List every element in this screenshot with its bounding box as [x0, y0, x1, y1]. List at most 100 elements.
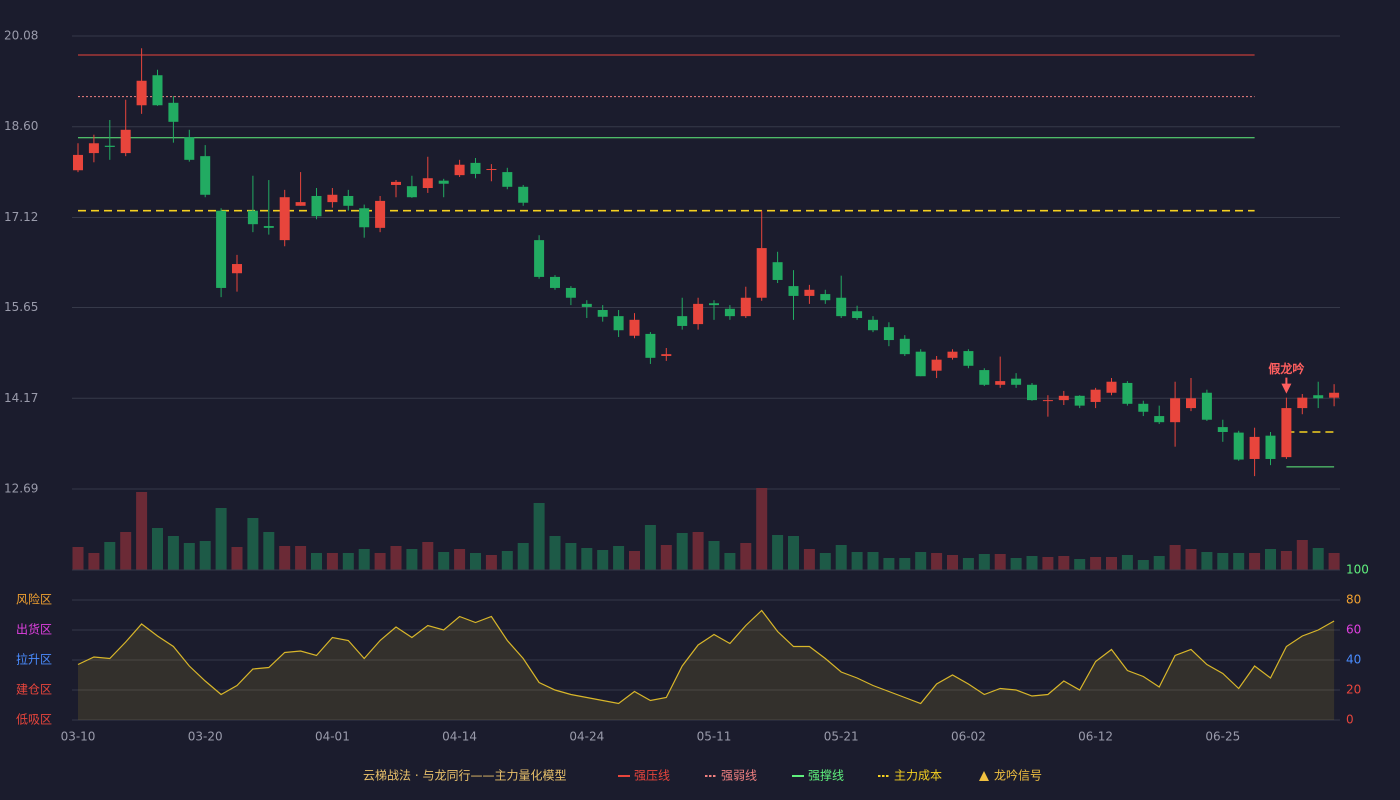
candle-body: [311, 195, 322, 217]
candle-body: [597, 310, 608, 317]
legend-label: 强压线: [634, 769, 670, 783]
candle-body: [740, 297, 751, 317]
volume-bar: [1074, 559, 1086, 570]
candle-body: [629, 319, 640, 336]
candle-body: [104, 145, 115, 147]
x-tick-label: 03-20: [188, 730, 223, 744]
candle-body: [979, 370, 990, 385]
candle-body: [232, 264, 242, 274]
volume-bar: [899, 558, 911, 570]
candle-body: [1090, 389, 1101, 402]
volume-bar: [724, 553, 736, 570]
candle-body: [931, 359, 942, 371]
candle-body: [216, 210, 227, 288]
volume-bar: [247, 518, 259, 570]
x-tick-label: 04-14: [442, 730, 477, 744]
volume-bar: [1153, 556, 1165, 570]
volume-bar: [962, 558, 974, 570]
candle-body: [820, 294, 831, 301]
candle-body: [120, 129, 131, 154]
volume-bar: [1280, 551, 1292, 570]
x-tick-label: 06-25: [1205, 730, 1240, 744]
volume-bar: [167, 536, 179, 570]
y-tick-label: 12.69: [4, 482, 38, 496]
y-tick-label: 17.12: [4, 210, 38, 224]
y-tick-label: 15.65: [4, 300, 38, 314]
volume-bar: [994, 554, 1006, 570]
candle-body: [1138, 403, 1149, 412]
volume-bar: [422, 542, 434, 570]
candle-body: [1249, 436, 1260, 459]
volume-bar: [1233, 553, 1245, 570]
candle-body: [963, 351, 974, 366]
legend-label: 龙吟信号: [994, 768, 1042, 783]
volume-bar: [438, 552, 450, 570]
volume-bar: [311, 553, 322, 570]
legend-label: 强弱线: [721, 769, 757, 783]
candle-body: [852, 311, 863, 318]
volume-bar: [1328, 553, 1340, 570]
candle-body: [868, 319, 878, 331]
candle-body: [375, 200, 386, 228]
volume-bar: [835, 545, 847, 570]
volume-bar: [851, 552, 863, 570]
x-tick-label: 03-10: [61, 730, 96, 744]
volume-bar: [629, 551, 640, 570]
volume-bar: [120, 532, 132, 570]
volume-bar: [1137, 560, 1149, 570]
x-tick-label: 05-21: [824, 730, 859, 744]
y-tick-label: 20.08: [4, 29, 38, 43]
volume-bar: [279, 546, 291, 570]
candle-body: [693, 303, 704, 325]
indicator-area: [78, 610, 1335, 720]
candle-body: [1122, 382, 1133, 404]
candle-body: [724, 308, 735, 317]
volume-bar: [152, 528, 163, 570]
candle-body: [438, 180, 449, 184]
volume-bar: [1026, 556, 1038, 570]
candle-body: [1265, 435, 1276, 459]
volume-bar: [947, 555, 958, 570]
volume-bar: [613, 546, 625, 570]
volume-bar: [104, 542, 116, 570]
candle-body: [391, 181, 401, 185]
candle-body: [200, 156, 211, 195]
zone-label: 拉升区: [16, 652, 52, 667]
candle-body: [279, 197, 290, 241]
volume-bar: [867, 552, 879, 570]
candle-body: [1170, 398, 1181, 423]
candle-body: [184, 137, 195, 160]
candle-body: [1201, 392, 1212, 420]
volume-bar: [1185, 549, 1197, 570]
volume-bar: [1201, 552, 1213, 570]
volume-bar: [136, 492, 148, 570]
volume-bar: [470, 553, 481, 570]
indicator-tick-label: 0: [1346, 713, 1354, 727]
volume-bar: [183, 543, 195, 570]
candle-body: [899, 338, 910, 355]
volume-bar: [295, 546, 307, 570]
volume-bar: [1058, 556, 1070, 570]
volume-bar: [1010, 558, 1022, 570]
candle-body: [88, 143, 99, 154]
volume-bar: [199, 541, 211, 570]
candle-body: [1281, 408, 1292, 458]
candle-body: [502, 172, 513, 187]
candle-body: [470, 162, 481, 174]
volume-bar: [931, 553, 943, 570]
candle-body: [168, 102, 179, 122]
volume-bar: [708, 541, 720, 570]
candle-body: [343, 195, 354, 206]
indicator-tick-label: 20: [1346, 683, 1361, 697]
x-tick-label: 05-11: [697, 730, 732, 744]
candle-body: [883, 327, 894, 341]
volume-bar: [1249, 553, 1261, 570]
volume-bar: [978, 554, 990, 570]
candle-body: [756, 248, 767, 298]
candle-body: [836, 297, 847, 317]
candle-body: [772, 262, 783, 280]
candle-body: [947, 351, 958, 358]
candle-body: [1106, 381, 1117, 393]
y-tick-label: 18.60: [4, 119, 38, 133]
